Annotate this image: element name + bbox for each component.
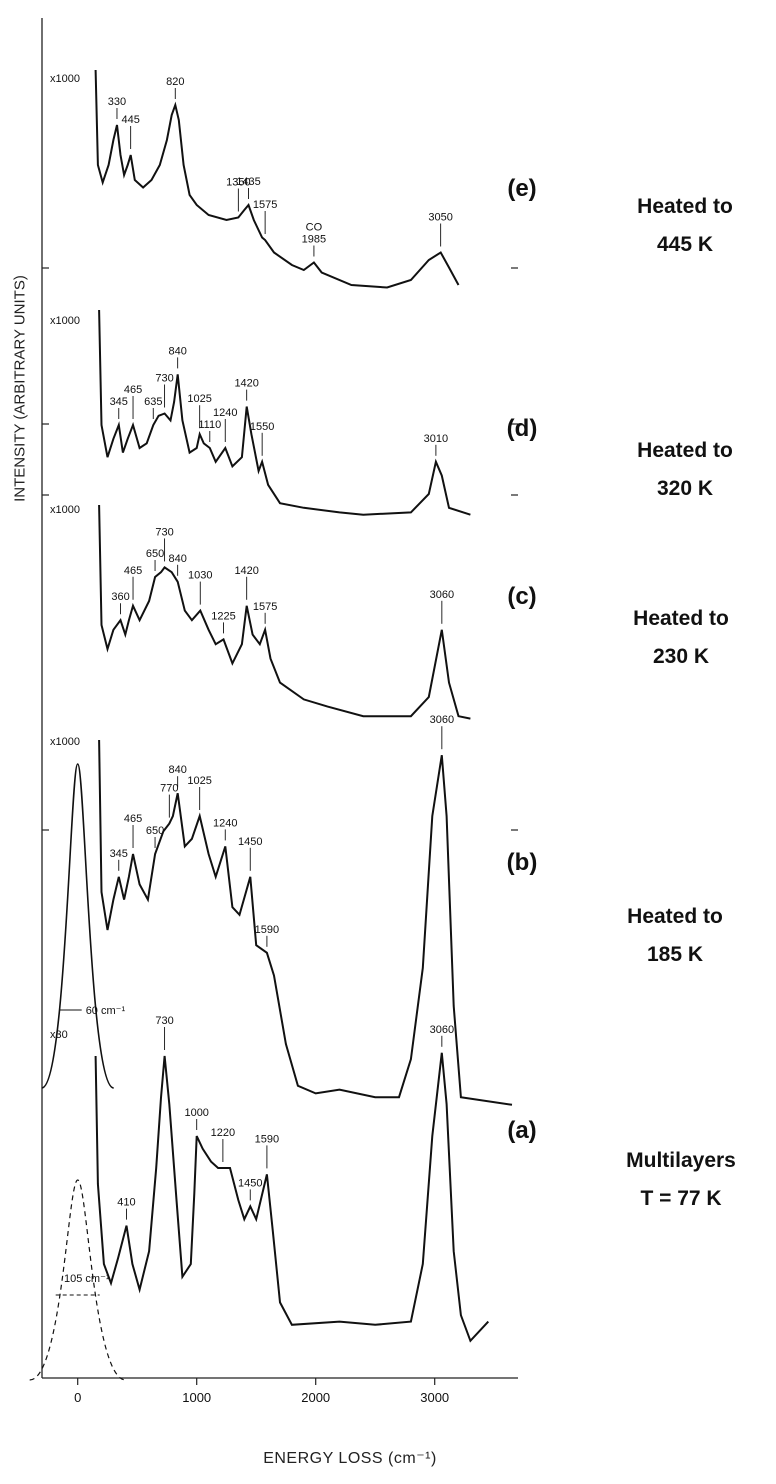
condition-e-line2: 445 K — [656, 233, 714, 256]
elastic-peak-a — [29, 1179, 126, 1381]
panel-label-e: (e) — [507, 175, 536, 202]
condition-c-line2: 230 K — [652, 645, 710, 668]
condition-d-line2: 320 K — [656, 477, 714, 500]
fwhm-label-b: 60 cm⁻¹ — [86, 1005, 126, 1017]
peak-label-d-635: 635 — [144, 396, 162, 408]
panel-label-b: (b) — [507, 849, 538, 876]
peak-label-d-730: 730 — [155, 373, 173, 385]
peak-label-e-330: 330 — [108, 96, 126, 108]
x-axis-label: ENERGY LOSS (cm⁻¹) — [263, 1450, 437, 1467]
spectrum-line-b — [98, 739, 513, 1106]
peak-label-e-820: 820 — [166, 76, 184, 88]
peak-label-c-1225: 1225 — [211, 610, 235, 622]
peak-label-c-840: 840 — [168, 553, 186, 565]
gain-label-e: x1000 — [50, 73, 80, 85]
gain-label-a: x30 — [50, 1029, 68, 1041]
condition-a-line2: T = 77 K — [640, 1187, 722, 1210]
peak-label-c-1030: 1030 — [188, 570, 212, 582]
gain-label-b: x1000 — [50, 736, 80, 748]
peak-label-c-650: 650 — [146, 548, 164, 560]
condition-label-e: Heated to 445 K — [600, 188, 770, 264]
peak-label-b-1590: 1590 — [255, 924, 279, 936]
peak-label-d-465: 465 — [124, 384, 142, 396]
peak-label-d-3010: 3010 — [424, 433, 448, 445]
peak-label-c-3060: 3060 — [430, 589, 454, 601]
gain-label-d: x1000 — [50, 315, 80, 327]
spectrum-line-d — [98, 309, 471, 516]
peak-label-b-650: 650 — [146, 825, 164, 837]
peak-label-d-1240: 1240 — [213, 407, 237, 419]
peak-label-a-410: 410 — [117, 1197, 135, 1209]
condition-label-d: Heated to 320 K — [600, 432, 770, 508]
peak-label-b-770: 770 — [160, 783, 178, 795]
peak-label-a-1220: 1220 — [211, 1127, 235, 1139]
peak-label-b-345: 345 — [110, 848, 128, 860]
panel-label-c: (c) — [507, 583, 536, 610]
peak-label-a-730: 730 — [155, 1015, 173, 1027]
peak-label-a-1450: 1450 — [238, 1177, 262, 1189]
peak-sublabel-e-1985: CO — [306, 222, 323, 234]
y-axis-label: INTENSITY (ARBITRARY UNITS) — [11, 275, 29, 502]
x-tick-label-1000: 1000 — [182, 1390, 211, 1405]
peak-label-b-3060: 3060 — [430, 714, 454, 726]
peak-label-b-840: 840 — [168, 764, 186, 776]
peak-label-e-1985: 1985 — [302, 234, 326, 246]
peak-label-b-1240: 1240 — [213, 817, 237, 829]
peak-label-c-465: 465 — [124, 565, 142, 577]
peak-label-e-1435: 1435 — [236, 176, 260, 188]
peak-label-d-1025: 1025 — [187, 393, 211, 405]
condition-c-line1: Heated to — [633, 607, 729, 630]
peak-label-d-345: 345 — [110, 396, 128, 408]
peak-label-e-3050: 3050 — [428, 212, 452, 224]
fwhm-label-a: 105 cm⁻¹ — [64, 1273, 110, 1285]
peak-label-a-1000: 1000 — [184, 1107, 208, 1119]
gain-label-c: x1000 — [50, 504, 80, 516]
peak-label-c-1420: 1420 — [234, 565, 258, 577]
x-tick-label-0: 0 — [74, 1390, 81, 1405]
condition-e-line1: Heated to — [637, 195, 733, 218]
condition-label-c: Heated to 230 K — [596, 600, 766, 676]
x-tick-label-3000: 3000 — [420, 1390, 449, 1405]
peak-label-b-1450: 1450 — [238, 836, 262, 848]
peak-label-e-1575: 1575 — [253, 199, 277, 211]
panel-label-d: (d) — [507, 415, 538, 442]
condition-b-line1: Heated to — [627, 905, 723, 928]
peak-label-b-465: 465 — [124, 813, 142, 825]
condition-d-line1: Heated to — [637, 439, 733, 462]
peak-label-e-1350: 1350 — [226, 177, 250, 189]
condition-a-line1: Multilayers — [626, 1149, 736, 1172]
condition-label-b: Heated to 185 K — [590, 898, 760, 974]
peak-label-a-1590: 1590 — [255, 1133, 279, 1145]
panel-label-a: (a) — [507, 1117, 536, 1144]
elastic-peak-b — [41, 763, 115, 1089]
spectrum-line-c — [98, 504, 471, 720]
peak-label-d-1110: 1110 — [198, 419, 221, 431]
peak-label-b-1025: 1025 — [187, 775, 211, 787]
condition-label-a: Multilayers T = 77 K — [596, 1142, 766, 1218]
peak-label-d-1550: 1550 — [250, 421, 274, 433]
peak-label-a-3060: 3060 — [430, 1024, 454, 1036]
peak-label-d-840: 840 — [168, 345, 186, 357]
spectrum-line-a — [94, 1052, 490, 1343]
peak-label-e-445: 445 — [121, 114, 139, 126]
condition-b-line2: 185 K — [646, 943, 704, 966]
peak-label-c-360: 360 — [111, 591, 129, 603]
spectrum-line-e — [94, 69, 460, 289]
peak-label-d-1420: 1420 — [234, 378, 258, 390]
peak-label-c-1575: 1575 — [253, 601, 277, 613]
peak-label-c-730: 730 — [155, 526, 173, 538]
x-tick-label-2000: 2000 — [301, 1390, 330, 1405]
